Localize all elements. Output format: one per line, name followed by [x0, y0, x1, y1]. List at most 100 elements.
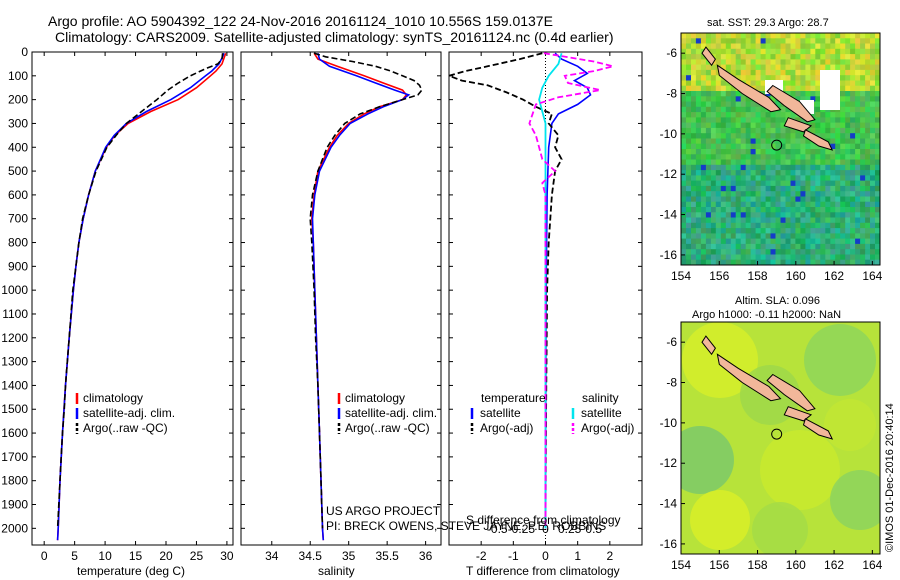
- sst-cell: [850, 143, 856, 150]
- sst-cell: [815, 196, 821, 203]
- sst-cell: [695, 233, 702, 240]
- sst-cell: [740, 101, 747, 108]
- sst-cell: [870, 212, 876, 219]
- sst-cell: [855, 48, 861, 55]
- sst-cell: [875, 117, 880, 124]
- sst-cell: [750, 238, 757, 245]
- sst-cell: [765, 122, 772, 129]
- temp-xtick-label: 0: [41, 549, 48, 563]
- sst-cell: [875, 122, 880, 129]
- sst-cell: [795, 180, 801, 187]
- sst-cell: [865, 180, 871, 187]
- sst-cell: [855, 96, 861, 103]
- sst-cell: [740, 164, 747, 171]
- sst-cell: [825, 127, 831, 134]
- sst-cell: [765, 201, 772, 208]
- header-line-1: Argo profile: AO 5904392_122 24-Nov-2016…: [48, 13, 553, 29]
- sst-cell: [790, 238, 797, 245]
- sst-cell: [730, 149, 737, 155]
- sst-cell: [800, 75, 806, 82]
- sst-cell: [765, 170, 772, 176]
- sst-cell: [710, 143, 717, 150]
- sst-cell: [715, 112, 722, 118]
- sst-cell: [795, 249, 801, 256]
- sst-cell: [860, 96, 866, 103]
- sst-cell: [710, 96, 717, 103]
- sst-cell: [815, 222, 821, 229]
- sst-cell: [850, 75, 856, 82]
- sst-cell: [780, 75, 787, 82]
- sst-cell: [825, 33, 831, 39]
- sst-cell: [785, 170, 792, 176]
- sst-cell: [795, 217, 801, 224]
- sst-cell: [855, 80, 861, 87]
- sst-cell: [815, 201, 821, 208]
- temp-xtick-label: 10: [98, 549, 112, 563]
- sst-cell: [681, 191, 687, 198]
- sst-cell: [860, 117, 866, 124]
- sst-cell: [720, 85, 727, 92]
- sst-cell: [695, 85, 702, 92]
- sst-cell: [745, 154, 752, 161]
- sst-cell: [720, 122, 727, 129]
- sst-cell: [695, 164, 702, 171]
- sst-cell: [825, 212, 831, 219]
- sst-cell: [850, 48, 856, 55]
- sst-cell: [865, 122, 871, 129]
- sst-cell: [770, 201, 777, 208]
- sst-cell: [715, 259, 722, 265]
- sst-cell: [865, 106, 871, 113]
- sst-cell: [795, 207, 801, 213]
- sst-cell: [755, 75, 762, 82]
- sst-cell: [681, 180, 687, 187]
- sst-cell: [815, 43, 821, 50]
- sst-cell: [820, 217, 826, 224]
- sst-cell: [691, 64, 697, 71]
- sst-cell: [686, 48, 692, 55]
- sst-cell: [705, 112, 712, 118]
- sst-cell: [686, 122, 692, 129]
- sst-cell: [815, 259, 821, 265]
- sst-cell: [705, 222, 712, 229]
- sst-cell: [750, 207, 757, 213]
- sst-cell: [705, 249, 712, 256]
- sal-climatology-line: [310, 52, 408, 541]
- sst-cell: [875, 185, 880, 192]
- sst-cell: [730, 54, 737, 60]
- sst-cell: [800, 96, 806, 103]
- sst-cell: [700, 159, 707, 166]
- sst-cell: [715, 117, 722, 124]
- diff-xtick-label: 0: [542, 549, 549, 563]
- map-ytick-label: -8: [666, 87, 677, 101]
- sst-cell: [820, 117, 826, 124]
- map-ytick-label: -8: [666, 376, 677, 390]
- sst-cell: [745, 238, 752, 245]
- sst-cell: [770, 180, 777, 187]
- sst-cell: [840, 64, 846, 71]
- sst-cell: [810, 191, 816, 198]
- sst-cell: [840, 207, 846, 213]
- sst-cell: [740, 69, 747, 76]
- sst-cell: [855, 75, 861, 82]
- sst-cell: [691, 133, 697, 140]
- sst-cell: [735, 212, 742, 219]
- sst-cell: [810, 159, 816, 166]
- island: [701, 46, 717, 67]
- sst-cell: [870, 106, 876, 113]
- credit-footer: ©IMOS 01-Dec-2016 20:40:14: [884, 403, 896, 552]
- sst-cell: [820, 112, 826, 118]
- sst-cell: [740, 243, 747, 250]
- sst-cell: [691, 259, 697, 265]
- sst-cell: [775, 228, 782, 234]
- sst-cell: [860, 38, 866, 45]
- sst-cell: [770, 191, 777, 198]
- sst-cell: [815, 249, 821, 256]
- sst-cell: [715, 254, 722, 261]
- sst-cell: [845, 48, 851, 55]
- sst-cell: [810, 217, 816, 224]
- sst-cell: [725, 133, 732, 140]
- sst-cell: [760, 196, 767, 203]
- sst-cell: [740, 96, 747, 103]
- sst-cell: [800, 48, 806, 55]
- sst-cell: [825, 238, 831, 245]
